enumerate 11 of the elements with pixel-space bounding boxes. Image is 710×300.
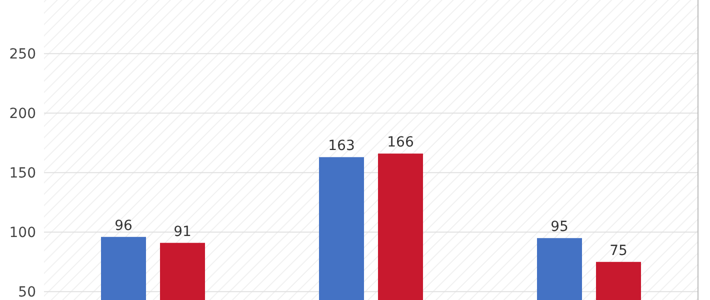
y-tick-label: 50 (18, 284, 36, 300)
data-label: 163 (328, 138, 355, 154)
y-tick-label: 100 (9, 225, 36, 242)
y-tick-label: 150 (9, 166, 36, 182)
data-label: 91 (174, 224, 192, 240)
y-tick-label: 250 (9, 46, 36, 62)
data-label: 166 (387, 134, 414, 151)
data-label: 96 (114, 218, 132, 234)
y-tick-label: 200 (9, 106, 36, 122)
data-label: 75 (610, 242, 628, 259)
data-label: 95 (550, 219, 568, 236)
